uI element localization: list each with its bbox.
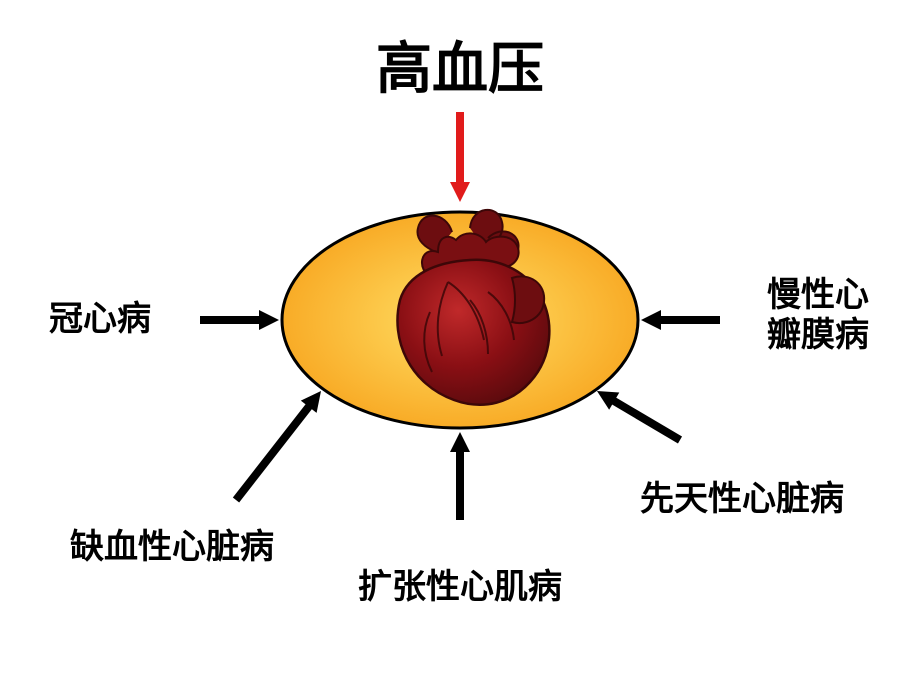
label-bottom-left: 缺血性心脏病 bbox=[0, 528, 472, 567]
label-left: 冠心病 bbox=[0, 300, 400, 339]
label-right-upper-line1: 慢性心 bbox=[518, 276, 920, 315]
diagram-stage: 高血压 冠心病 缺血性心脏病 扩张性心肌病 先天性心脏病 慢性心 瓣膜病 bbox=[0, 0, 920, 690]
diagram-title: 高血压 bbox=[0, 24, 920, 105]
label-right-upper-line2: 瓣膜病 bbox=[518, 316, 920, 355]
label-bottom: 扩张性心肌病 bbox=[160, 568, 760, 607]
label-right-lower: 先天性心脏病 bbox=[442, 480, 920, 519]
